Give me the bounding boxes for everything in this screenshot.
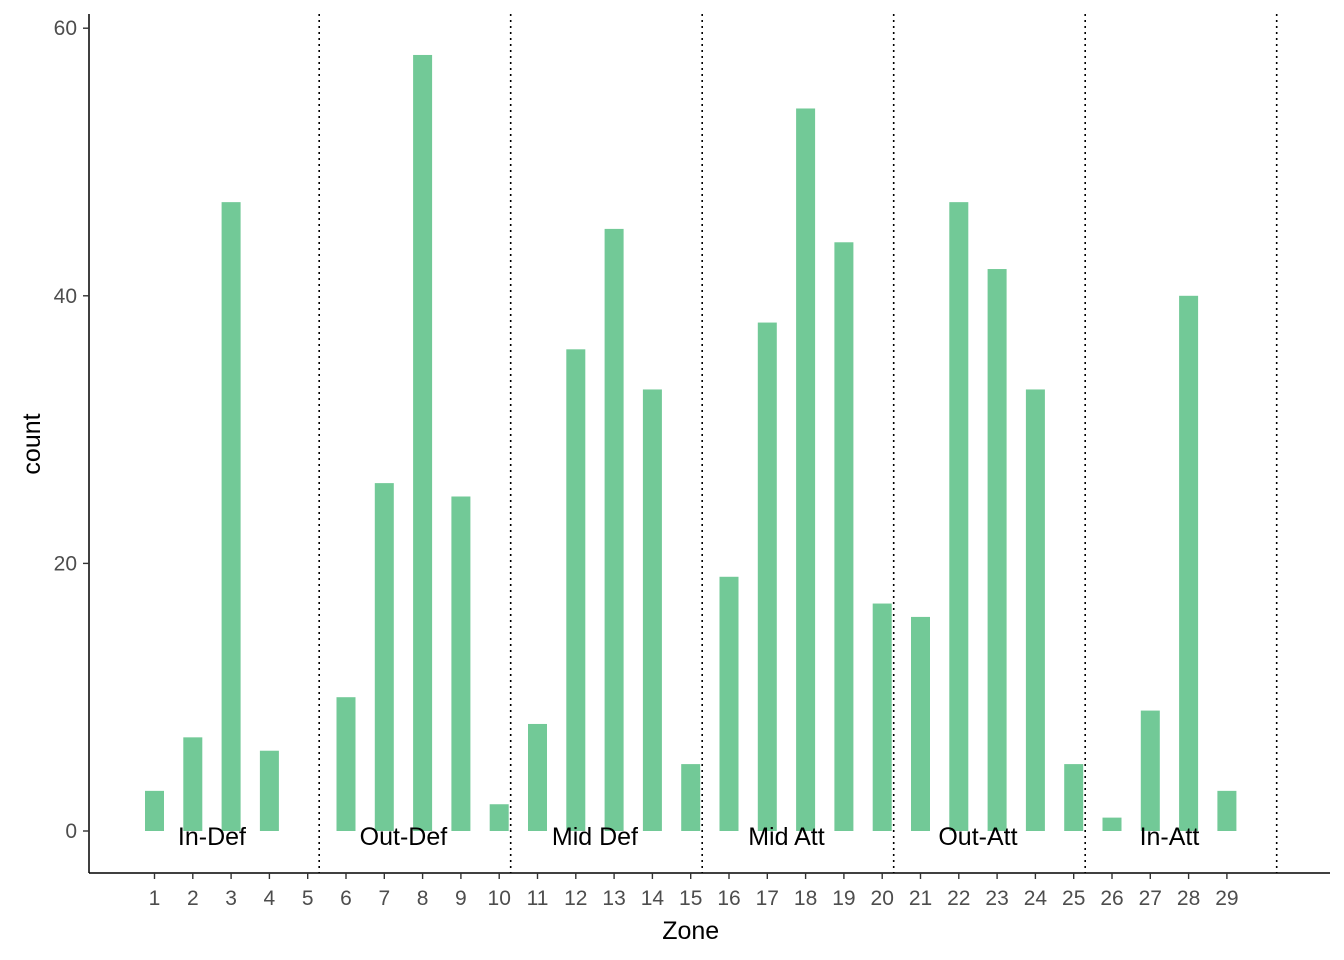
x-tick-label: 2 [187,887,199,910]
x-axis-title: Zone [662,917,719,945]
x-tick-label: 13 [602,887,625,910]
x-tick-label: 18 [794,887,817,910]
x-tick-label: 27 [1139,887,1162,910]
bar-zone-27 [1140,710,1160,831]
bar-zone-6 [336,697,356,831]
x-axis-ticks: 1 2 3 4 5 6 7 8 9 10 11 12 13 14 15 16 17 18 19 20 21 22 23 24 2… [149,873,1239,910]
bar-zone-3 [221,202,241,831]
y-tick-label: 20 [54,552,77,575]
x-tick-label: 1 [149,887,161,910]
zone-label: Mid Def [552,823,638,851]
x-tick-label: 10 [488,887,511,910]
x-tick-label: 3 [225,887,237,910]
bar-zone-21 [911,616,930,831]
x-tick-label: 7 [378,887,390,910]
bar-zone-2 [183,737,203,831]
y-tick-label: 0 [65,820,77,843]
bar-zone-9 [451,496,471,831]
bar-zone-7 [374,483,394,831]
y-axis-title: count [18,413,46,474]
y-axis-ticks: 0 20 40 60 [54,17,89,843]
bar-zone-18 [796,108,816,832]
x-tick-label: 24 [1024,887,1048,910]
zone-dividers-layer [318,14,1278,873]
x-tick-label: 12 [564,887,587,910]
x-tick-label: 26 [1100,887,1123,910]
x-tick-label: 14 [641,887,665,910]
bar-zone-11 [528,723,547,831]
x-tick-label: 20 [871,887,894,910]
zone-label: In-Def [178,823,246,851]
x-tick-label: 21 [909,887,932,910]
bar-zone-15 [681,764,701,831]
bar-zone-20 [872,603,892,831]
bar-zone-8 [413,54,433,831]
x-tick-label: 22 [947,887,970,910]
zone-label: Out-Att [938,823,1017,851]
bar-zone-1 [145,790,164,831]
x-tick-label: 8 [417,887,429,910]
x-tick-label: 4 [264,887,276,910]
x-tick-label: 5 [302,887,314,910]
zone-label: In-Att [1140,823,1200,851]
bar-zone-14 [642,389,662,831]
x-tick-label: 17 [756,887,779,910]
x-tick-label: 15 [679,887,702,910]
bar-zone-22 [949,202,969,831]
x-tick-label: 29 [1215,887,1238,910]
bar-zone-4 [259,750,279,831]
bar-zone-24 [1025,389,1045,831]
x-tick-label: 16 [717,887,740,910]
bar-zone-29 [1217,790,1237,831]
bar-zone-10 [489,804,509,831]
x-tick-label: 23 [985,887,1008,910]
y-tick-label: 60 [54,17,77,40]
zone-label: Out-Def [360,823,448,851]
x-tick-label: 28 [1177,887,1200,910]
bar-zone-25 [1064,764,1084,831]
bar-zone-19 [834,242,854,831]
zone-label: Mid Att [748,823,824,851]
bar-zone-17 [757,322,777,831]
bar-zone-12 [566,349,586,831]
bars-layer [145,54,1237,832]
bar-zone-13 [604,228,624,831]
x-tick-label: 11 [527,887,549,910]
x-tick-label: 6 [340,887,352,910]
bar-zone-26 [1102,817,1122,831]
bar-zone-23 [987,269,1007,831]
bar-zone-28 [1179,295,1199,831]
bar-zone-16 [719,576,739,831]
x-tick-label: 25 [1062,887,1085,910]
zone-labels-layer: In-Def Out-Def Mid Def Mid Att Out-Att In-Att [178,823,1199,851]
x-tick-label: 19 [832,887,855,910]
x-tick-label: 9 [455,887,467,910]
y-tick-label: 40 [54,285,77,308]
